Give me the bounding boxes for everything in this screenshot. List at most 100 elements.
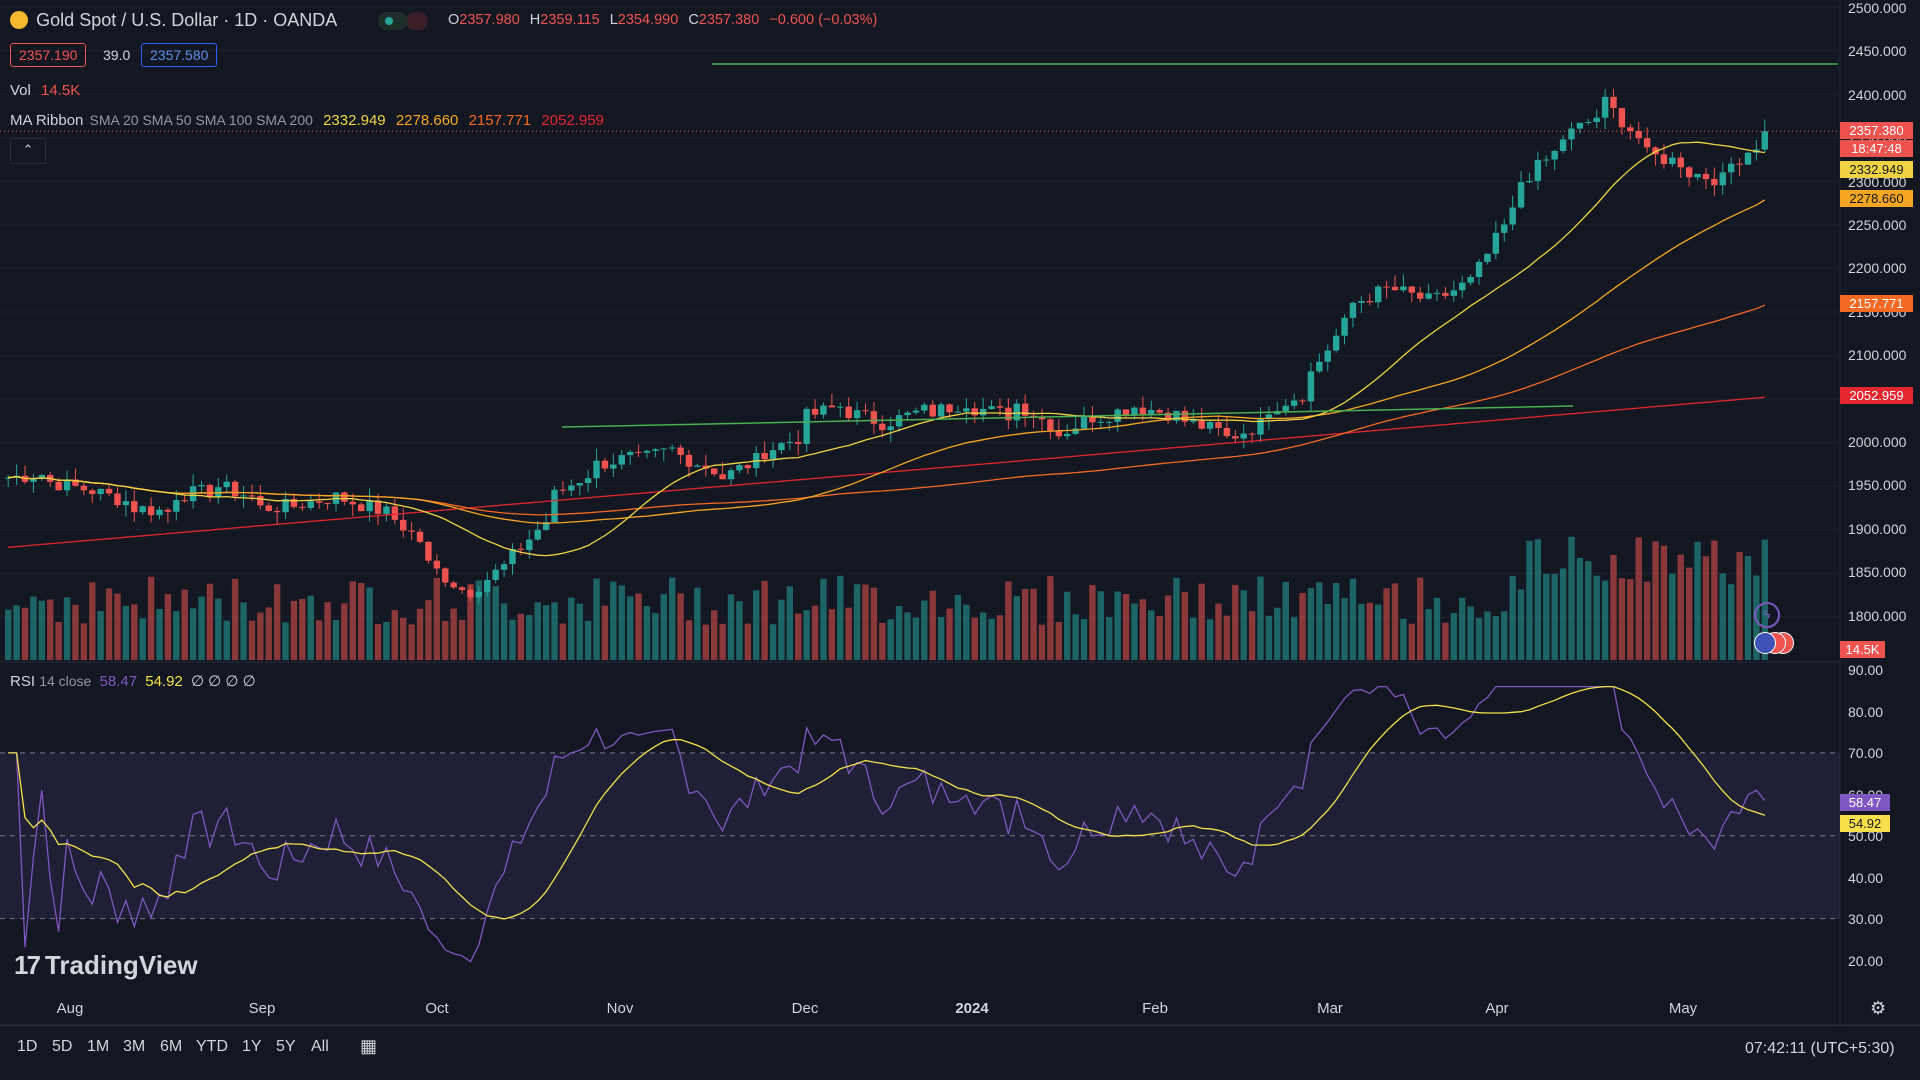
timeframe-3m[interactable]: 3M	[123, 1038, 146, 1055]
lightning-event-icon[interactable]: ϟ	[1754, 602, 1780, 628]
time-axis-label: Nov	[606, 1000, 634, 1017]
timeframe-5d[interactable]: 5D	[52, 1038, 73, 1055]
settings-gear-icon[interactable]: ⚙	[1870, 998, 1887, 1018]
volume-bar	[290, 600, 298, 660]
volume-bar	[1534, 539, 1542, 660]
clock-timezone[interactable]: 07:42:11 (UTC+5:30)	[1745, 1040, 1895, 1057]
volume-bar	[341, 603, 348, 660]
candle-body	[273, 510, 281, 513]
candle-body	[1265, 414, 1273, 419]
candle-body	[1450, 290, 1458, 296]
market-flag-icon[interactable]	[406, 12, 429, 30]
candle-body	[1576, 122, 1584, 129]
volume-bar	[895, 606, 903, 660]
volume-bar	[1517, 589, 1525, 660]
volume-bar	[946, 608, 953, 660]
volume-bar	[769, 624, 777, 660]
market-status[interactable]	[378, 12, 429, 31]
timeframe-6m[interactable]: 6M	[160, 1038, 183, 1055]
calendar-date-range-icon[interactable]: ▦	[360, 1036, 378, 1056]
market-open-dot-icon[interactable]	[378, 12, 408, 30]
candle-body	[870, 411, 878, 424]
volume-bar	[30, 596, 37, 660]
candle-body	[744, 465, 752, 469]
symbol-name[interactable]: Gold Spot / U.S. Dollar · 1D · OANDA	[36, 10, 338, 30]
price-axis-label: 2100.000	[1848, 347, 1907, 364]
timeframe-all[interactable]: All	[311, 1038, 329, 1055]
low-label: L	[609, 12, 618, 28]
buy-button[interactable]: 2357.580	[141, 43, 218, 67]
volume-bar	[1358, 603, 1365, 660]
candle-body	[265, 505, 272, 511]
candle-body	[1047, 419, 1054, 432]
candle-body	[542, 522, 550, 530]
volume-bar	[1526, 540, 1533, 660]
candle-body	[131, 501, 138, 513]
rsi-legend[interactable]: RSI 14 close 58.47 54.92 ∅ ∅ ∅ ∅	[10, 672, 256, 690]
ma-ribbon-legend[interactable]: MA Ribbon SMA 20 SMA 50 SMA 100 SMA 200 …	[10, 112, 604, 129]
candle-body	[1307, 371, 1315, 402]
volume-bar	[1013, 596, 1020, 660]
volume-bar	[643, 605, 651, 660]
candle-body	[1223, 427, 1231, 437]
timeframe-1m[interactable]: 1M	[87, 1038, 110, 1055]
candle-body	[89, 490, 96, 495]
candle-body	[366, 500, 373, 512]
volume-bar	[265, 607, 272, 660]
candle-body	[778, 443, 785, 451]
candle-body	[1206, 422, 1214, 429]
volume-bar	[1005, 581, 1012, 660]
volume-bar	[1610, 554, 1617, 660]
volume-bar	[929, 590, 936, 660]
candle-body	[593, 460, 600, 479]
volume-bar	[1223, 615, 1231, 660]
timeframe-ytd[interactable]: YTD	[196, 1038, 228, 1055]
candle-body	[349, 501, 356, 505]
collapse-legend-chevron-up-icon[interactable]: ⌃	[10, 138, 46, 164]
rsi-ma-line	[8, 685, 1766, 920]
price-axis-label: 2500.000	[1848, 0, 1907, 16]
volume-bar	[47, 599, 54, 660]
candle-body	[727, 470, 735, 480]
price-axis-label: 1950.000	[1848, 477, 1907, 494]
volume-bar	[1232, 584, 1239, 660]
candle-body	[601, 460, 609, 469]
candle-body	[139, 506, 146, 513]
candle-body	[887, 426, 894, 431]
volume-bar	[450, 608, 457, 660]
candle-body	[442, 568, 449, 583]
volume-bar	[795, 613, 802, 660]
timeframe-1y[interactable]: 1Y	[242, 1038, 262, 1055]
timeframe-5y[interactable]: 5Y	[276, 1038, 296, 1055]
volume-bar	[1601, 580, 1609, 660]
candle-body	[963, 408, 970, 412]
sma100-line	[8, 304, 1766, 516]
volume-bar	[1475, 617, 1483, 660]
volume-bar	[1635, 537, 1642, 660]
volume-bar	[711, 610, 718, 660]
volume-bar	[1131, 603, 1138, 660]
candle-body	[156, 509, 163, 516]
candle-body	[904, 412, 911, 416]
time-axis-label: Dec	[791, 1000, 819, 1017]
candle-body	[1475, 261, 1483, 277]
candle-body	[862, 410, 869, 412]
candle-body	[1727, 163, 1735, 173]
volume-bar	[1332, 583, 1340, 660]
candle-body	[1425, 293, 1432, 299]
volume-bar	[1316, 582, 1323, 660]
volume-legend[interactable]: Vol 14.5K	[10, 82, 80, 99]
volume-bar	[685, 620, 693, 660]
us-flag-events-icon[interactable]	[1752, 632, 1798, 654]
tradingview-logo[interactable]: 17 TradingView	[14, 950, 198, 981]
candle-body	[173, 500, 180, 512]
candle-body	[1366, 301, 1373, 303]
timeframe-1d[interactable]: 1D	[17, 1038, 38, 1055]
volume-bar	[1047, 576, 1054, 660]
symbol-title[interactable]: Gold Spot / U.S. Dollar · 1D · OANDA	[10, 10, 337, 31]
candle-body	[1685, 167, 1693, 178]
sell-button[interactable]: 2357.190	[10, 43, 87, 67]
candle-body	[526, 539, 533, 551]
candle-body	[1433, 292, 1441, 294]
